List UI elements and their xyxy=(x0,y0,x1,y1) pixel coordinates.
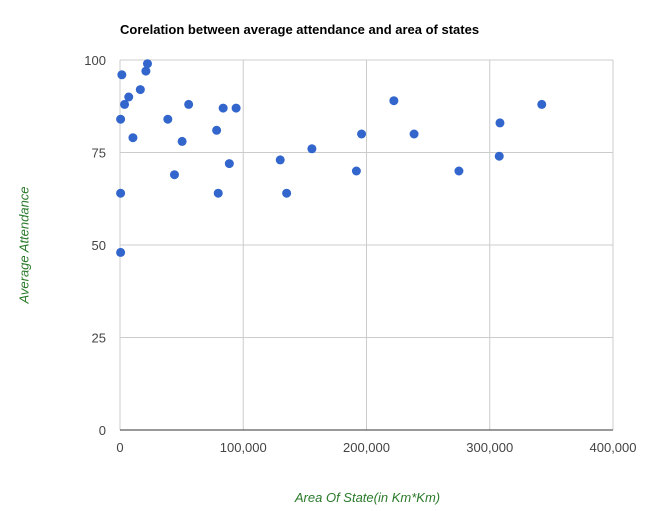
data-point xyxy=(218,103,228,113)
data-point xyxy=(135,85,145,95)
x-tick-labels: 0 100,000 200,000 300,000 400,000 xyxy=(116,440,636,455)
data-point xyxy=(212,125,222,135)
data-point xyxy=(213,188,223,198)
x-tick-label: 200,000 xyxy=(343,440,390,455)
data-point xyxy=(389,96,399,106)
y-tick-label: 100 xyxy=(84,53,106,68)
data-point xyxy=(142,59,152,69)
y-tick-labels: 0 25 50 75 100 xyxy=(84,53,106,438)
y-axis-label: Average Attendance xyxy=(16,186,32,304)
data-point xyxy=(282,188,292,198)
data-point xyxy=(494,151,504,161)
data-point xyxy=(184,99,194,109)
data-point xyxy=(307,144,317,154)
gridlines xyxy=(119,59,614,430)
data-point xyxy=(537,99,547,109)
data-point xyxy=(177,136,187,146)
data-point xyxy=(275,155,285,165)
data-point xyxy=(116,114,126,124)
data-point xyxy=(117,70,127,80)
y-tick-label: 25 xyxy=(92,331,106,346)
x-tick-label: 100,000 xyxy=(220,440,267,455)
y-tick-label: 50 xyxy=(92,238,106,253)
data-point xyxy=(124,92,134,102)
data-point xyxy=(120,99,130,109)
data-point xyxy=(116,247,126,257)
x-axis-label: Area Of State(in Km*Km) xyxy=(294,490,441,505)
data-point xyxy=(231,103,241,113)
data-point xyxy=(116,188,126,198)
data-point xyxy=(357,129,367,139)
chart-title: Corelation between average attendance an… xyxy=(120,22,480,37)
y-tick-label: 0 xyxy=(99,423,106,438)
data-point xyxy=(454,166,464,176)
y-tick-label: 75 xyxy=(92,146,106,161)
data-point xyxy=(169,170,179,180)
data-point xyxy=(224,159,234,169)
data-point xyxy=(351,166,361,176)
data-point xyxy=(163,114,173,124)
data-point xyxy=(141,66,151,76)
x-tick-label: 400,000 xyxy=(590,440,637,455)
x-tick-label: 0 xyxy=(116,440,123,455)
data-point xyxy=(409,129,419,139)
data-point xyxy=(128,133,138,143)
data-point xyxy=(495,118,505,128)
x-tick-label: 300,000 xyxy=(466,440,513,455)
data-points xyxy=(116,59,547,257)
